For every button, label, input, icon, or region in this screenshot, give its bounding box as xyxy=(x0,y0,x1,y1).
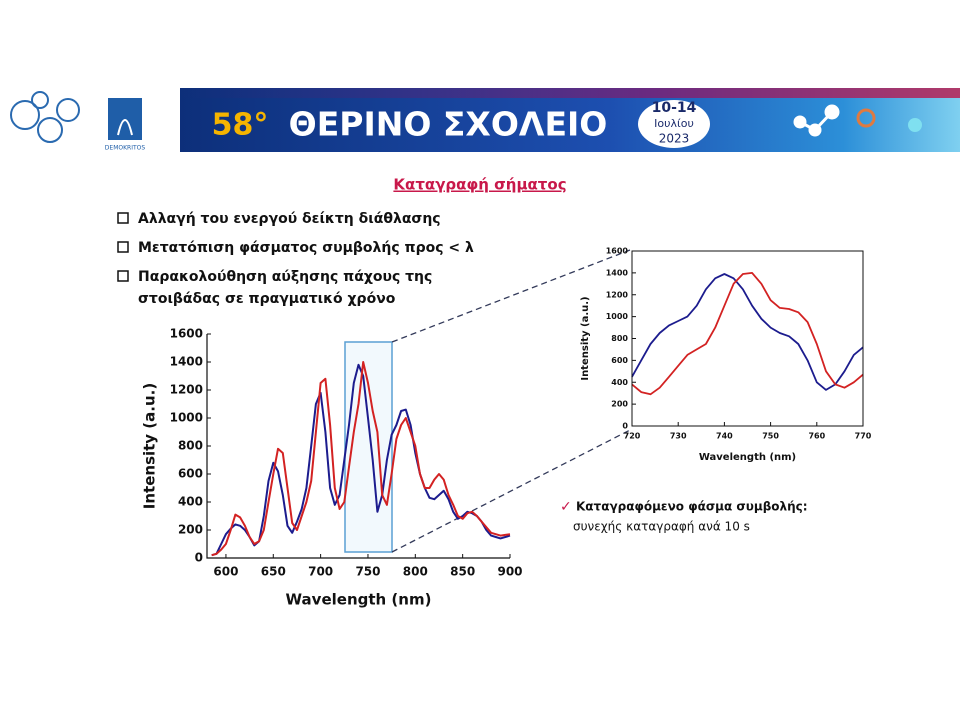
y-tick-label: 200 xyxy=(611,400,628,409)
y-tick-label: 400 xyxy=(611,378,628,387)
y-tick-label: 1400 xyxy=(606,268,629,277)
bullet-box xyxy=(117,212,129,224)
bullet-box xyxy=(117,270,129,282)
date-badge xyxy=(638,100,710,148)
check-mark: ✓ xyxy=(560,499,572,515)
x-tick-label: 850 xyxy=(450,565,475,579)
slide-title: Καταγραφή σήματος xyxy=(393,176,566,194)
bullet-text: Αλλαγή του ενεργού δείκτη διάθλασης xyxy=(138,211,441,227)
y-tick-label: 0 xyxy=(622,422,628,431)
y-axis-title: Intensity (a.u.) xyxy=(580,296,591,380)
banner-year: 2023 xyxy=(659,132,690,146)
banner-icons xyxy=(793,104,922,137)
note-text: συνεχής καταγραφή ανά 10 s xyxy=(573,520,750,534)
bullet-text: στοιβάδας σε πραγματικό χρόνο xyxy=(138,291,396,307)
logo-text: DEMOKRITOS xyxy=(105,145,146,152)
bullet-text: Μετατόπιση φάσματος συμβολής προς < λ xyxy=(138,240,474,256)
bullet-text: Παρακολούθηση αύξησης πάχους της xyxy=(138,269,432,285)
note-heading: Καταγραφόμενο φάσμα συμβολής: xyxy=(576,500,808,514)
y-tick-label: 800 xyxy=(178,439,203,453)
plot-frame xyxy=(631,250,864,427)
y-tick-label: 1000 xyxy=(170,411,203,425)
axes xyxy=(206,334,510,559)
zoom-guides xyxy=(344,249,631,553)
y-tick-label: 1000 xyxy=(606,312,629,321)
x-tick-label: 770 xyxy=(855,432,872,441)
bullet-box xyxy=(117,241,129,253)
bullet-list: Αλλαγή του ενεργού δείκτη διάθλασης Μετατ… xyxy=(117,211,474,307)
y-tick-label: 400 xyxy=(178,495,203,509)
x-tick-label: 750 xyxy=(355,565,380,579)
banner-edition: 58° xyxy=(212,108,269,143)
x-axis-title: Wavelength (nm) xyxy=(699,452,796,463)
x-tick-label: 740 xyxy=(716,432,733,441)
y-tick-label: 1200 xyxy=(170,383,203,397)
x-axis-title: Wavelength (nm) xyxy=(286,591,432,609)
series-line xyxy=(631,272,864,396)
x-tick-label: 650 xyxy=(261,565,286,579)
y-tick-label: 600 xyxy=(178,467,203,481)
x-tick-label: 760 xyxy=(808,432,825,441)
left-logos xyxy=(10,91,142,143)
x-tick-label: 730 xyxy=(670,432,687,441)
banner xyxy=(180,88,960,152)
y-axis-title: Intensity (a.u.) xyxy=(141,383,159,509)
x-tick-label: 600 xyxy=(213,565,238,579)
y-tick-label: 200 xyxy=(178,523,203,537)
x-tick-label: 900 xyxy=(497,565,522,579)
x-tick-label: 700 xyxy=(308,565,333,579)
y-tick-label: 0 xyxy=(195,551,203,565)
series-line xyxy=(631,273,864,391)
banner-title: ΘΕΡΙΝΟ ΣΧΟΛΕΙΟ xyxy=(289,105,608,144)
y-tick-label: 1200 xyxy=(606,290,629,299)
y-tick-label: 1600 xyxy=(606,247,629,256)
y-tick-label: 1600 xyxy=(170,327,203,341)
banner-band xyxy=(180,88,960,98)
y-tick-label: 600 xyxy=(611,356,628,365)
y-tick-label: 800 xyxy=(611,334,628,343)
banner-dates: 10-14 xyxy=(652,100,697,116)
series-line xyxy=(211,361,511,557)
x-tick-label: 750 xyxy=(762,432,779,441)
x-tick-label: 800 xyxy=(403,565,428,579)
x-tick-label: 720 xyxy=(624,432,641,441)
y-tick-label: 1400 xyxy=(170,355,203,369)
banner-month: Ιουλίου xyxy=(654,117,694,130)
